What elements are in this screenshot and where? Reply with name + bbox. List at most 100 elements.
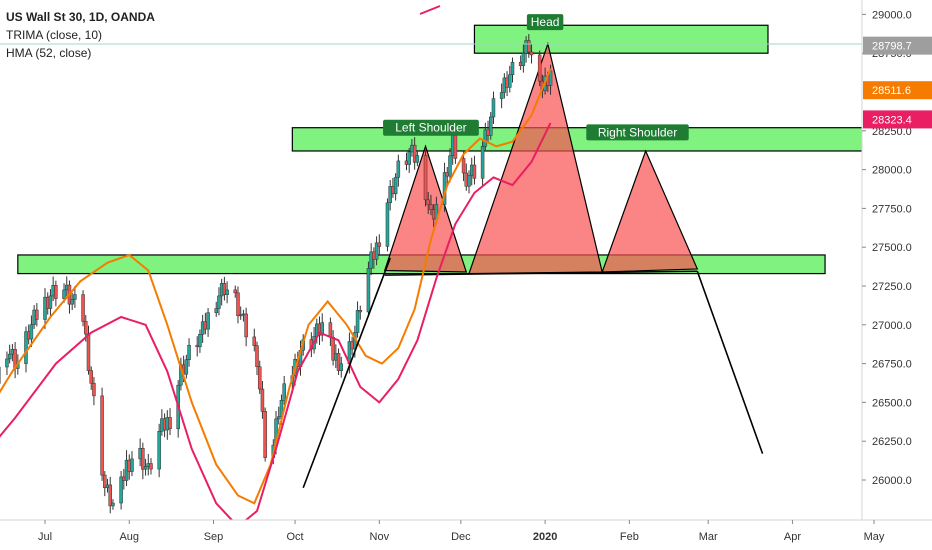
left-shoulder-triangle[interactable] (383, 144, 468, 273)
candle (412, 144, 417, 163)
candle (388, 186, 392, 204)
y-tick-label: 27500.0 (872, 242, 912, 254)
candle (70, 299, 74, 305)
candle (527, 40, 531, 53)
candle (328, 322, 333, 338)
candle (89, 370, 93, 384)
candle (35, 309, 39, 320)
price-zone-1[interactable] (473, 24, 769, 54)
x-tick-label: 2020 (533, 531, 557, 543)
price-label[interactable]: 28798.7 (872, 41, 912, 53)
candle (86, 333, 91, 371)
candle (222, 283, 227, 295)
head-label[interactable]: Head (531, 15, 560, 29)
y-tick-label: 26000.0 (872, 475, 912, 487)
candle (130, 458, 134, 472)
candle (236, 292, 240, 317)
candle (263, 411, 267, 458)
candle (7, 353, 12, 360)
candle (377, 242, 382, 247)
x-tick-label: Sep (204, 531, 224, 543)
y-tick-label: 28000.0 (872, 165, 912, 177)
candle (491, 98, 496, 118)
candle (489, 116, 493, 136)
x-tick-label: Nov (370, 531, 390, 543)
pink-drawing-stroke (419, 5, 441, 15)
candle (217, 295, 221, 309)
candle (393, 177, 398, 195)
candle (276, 416, 281, 420)
candle (448, 155, 452, 177)
candle (423, 155, 428, 201)
support-trend-line[interactable] (302, 257, 391, 489)
candle (244, 313, 248, 338)
y-tick-label: 27000.0 (872, 320, 912, 332)
x-tick-label: Oct (286, 531, 303, 543)
y-tick-label: 29000.0 (872, 9, 912, 21)
candle (119, 476, 123, 504)
y-tick-label: 26500.0 (872, 397, 912, 409)
y-tick-label: 28250.0 (872, 126, 912, 138)
legend-symbol[interactable]: US Wall St 30, 1D, OANDA (6, 10, 155, 24)
x-tick-label: Dec (451, 531, 471, 543)
price-label-box (863, 110, 932, 129)
x-tick-label: Aug (119, 531, 139, 543)
candle (260, 388, 265, 412)
candle (187, 344, 191, 360)
candle (385, 202, 390, 247)
candle (149, 463, 153, 470)
candle (108, 484, 112, 507)
right-shoulder-label-chip (586, 124, 689, 141)
projection-line[interactable] (696, 270, 764, 454)
left-shoulder-label-chip (383, 119, 479, 136)
legend-indicator-hma[interactable]: HMA (52, close) (6, 46, 92, 60)
candle (184, 359, 189, 375)
candle (529, 51, 534, 56)
candle (472, 164, 477, 179)
candle (499, 92, 504, 99)
time-axis[interactable]: Jul Aug Sep Oct Nov Dec 2020 Feb Mar Apr May (0, 519, 932, 550)
candle (282, 383, 286, 401)
candle (339, 363, 344, 371)
price-label-box (863, 36, 932, 55)
price-label[interactable]: 28323.4 (872, 114, 912, 126)
x-tick-label: Feb (620, 531, 639, 543)
candle (143, 466, 148, 470)
candle (407, 151, 411, 165)
time-axis-bg (0, 520, 932, 550)
candle (320, 322, 324, 336)
right-shoulder-triangle[interactable] (601, 149, 699, 273)
candle (429, 204, 433, 210)
pattern-layer (383, 41, 699, 276)
candle (255, 345, 259, 367)
candle (225, 289, 229, 295)
trima-line[interactable] (0, 68, 552, 505)
candle (29, 324, 34, 340)
candle (206, 312, 210, 330)
head-label-chip (526, 14, 564, 31)
price-label[interactable]: 28511.6 (872, 85, 911, 97)
candle (48, 295, 53, 309)
right-shoulder-label[interactable]: Right Shoulder (598, 125, 677, 139)
candle (510, 61, 515, 76)
hma-line[interactable] (0, 122, 552, 528)
candle (374, 242, 379, 260)
candle (369, 251, 373, 269)
candle (111, 502, 115, 507)
candle (483, 129, 488, 147)
zone-labels-layer: Head Left Shoulder Right Shoulder (383, 14, 689, 141)
price-axis[interactable]: 29000.028750.028250.028000.027750.027500… (861, 0, 932, 550)
candle (257, 366, 262, 390)
y-tick-label: 26750.0 (872, 359, 912, 371)
candle (24, 331, 28, 364)
candle (81, 294, 85, 322)
y-tick-label: 27250.0 (872, 281, 912, 293)
candle (426, 199, 430, 206)
left-shoulder-label[interactable]: Left Shoulder (395, 121, 466, 135)
legend-indicator-trima[interactable]: TRIMA (close, 10) (6, 28, 103, 42)
candle (453, 135, 458, 159)
x-tick-label: May (864, 531, 885, 543)
candle (103, 474, 107, 489)
